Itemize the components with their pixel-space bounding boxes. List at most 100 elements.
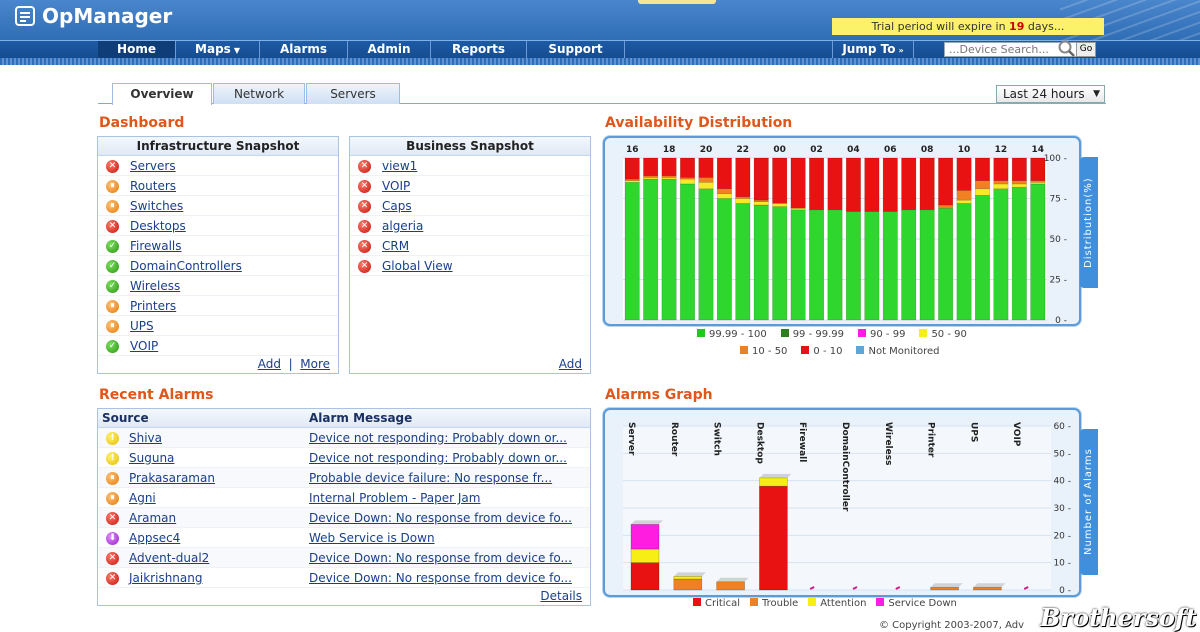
business-item-link[interactable]: VOIP (382, 179, 411, 193)
bar-segment (772, 203, 788, 207)
business-item-link[interactable]: Caps (382, 199, 412, 213)
nav-admin[interactable]: Admin (348, 41, 431, 58)
alarm-message-link[interactable]: Internal Problem - Paper Jam (309, 491, 481, 505)
tab-network[interactable]: Network (213, 83, 305, 104)
legend-label: 50 - 90 (931, 329, 967, 340)
search-icon[interactable] (1057, 39, 1077, 59)
nav-alarms[interactable]: Alarms (260, 41, 348, 58)
business-item-link[interactable]: view1 (382, 159, 418, 173)
x-tick-label: VOIP (1011, 422, 1021, 447)
alarm-message-link[interactable]: Device not responding: Probably down or.… (309, 451, 567, 465)
app-header: OpManager Trial period will expire in 19… (0, 0, 1200, 40)
severity-red-icon: ✕ (106, 552, 119, 565)
user-box (638, 0, 716, 4)
legend-entry: Critical (693, 598, 740, 609)
bar-segment (1030, 183, 1046, 321)
bar-segment (772, 206, 788, 321)
bar-segment (624, 157, 640, 180)
legend-entry: 99.99 - 100 (697, 329, 767, 340)
bar-segment (1030, 157, 1046, 181)
zero-marker (1023, 586, 1029, 590)
bar-top (973, 583, 1006, 588)
infra-item-link[interactable]: Firewalls (130, 239, 182, 253)
business-snapshot-title: Business Snapshot (350, 137, 590, 156)
alarm-message-link[interactable]: Device Down: No response from device fo.… (309, 511, 572, 525)
bar-segment (864, 157, 880, 212)
alarm-message-link[interactable]: Device not responding: Probably down or.… (309, 431, 567, 445)
alarm-source-link[interactable]: Prakasaraman (129, 471, 215, 485)
legend-label: 90 - 99 (870, 329, 906, 340)
alarm-source-link[interactable]: Agni (129, 491, 156, 505)
bar-segment (698, 188, 714, 321)
bar-segment (772, 157, 788, 204)
business-add-link[interactable]: Add (558, 357, 582, 371)
nav-reports[interactable]: Reports (431, 41, 527, 58)
infra-more-link[interactable]: More (300, 357, 330, 371)
severity-orange-icon: ⏸ (106, 492, 119, 505)
infra-item-link[interactable]: VOIP (130, 339, 159, 353)
infra-item-link[interactable]: Routers (130, 179, 177, 193)
legend-entry: Trouble (749, 598, 798, 609)
status-green-icon: ✓ (106, 260, 119, 273)
jump-to-label: Jump To (842, 42, 896, 56)
alarm-message-link[interactable]: Device Down: No response from device fo.… (309, 551, 572, 565)
status-orange-icon: ⏸ (106, 320, 119, 333)
business-list: ✕ view1 ✕ VOIP ✕ Caps ✕ algeria ✕ CRM ✕ Global View (350, 156, 590, 276)
alarm-source-link[interactable]: Jaikrishnang (129, 571, 203, 585)
list-item: ✕ VOIP (350, 176, 590, 196)
status-red-icon: ✕ (358, 160, 371, 173)
nav-maps[interactable]: Maps ▼ (176, 41, 260, 58)
time-range-select[interactable]: Last 24 hours ▼ (996, 85, 1105, 103)
availability-chart-box: 0 - 25 - 50 - 75 - 100 - 16 18 20 22 00 02 04 06 08 10… (603, 136, 1081, 326)
business-item-link[interactable]: algeria (382, 219, 424, 233)
bar-segment (716, 581, 745, 591)
device-search-input[interactable]: ...Device Search... (944, 42, 1096, 57)
nav-home[interactable]: Home (98, 41, 176, 58)
infra-item-link[interactable]: UPS (130, 319, 154, 333)
y-tick-label: 30 - (1053, 504, 1071, 514)
availability-title: Availability Distribution (605, 115, 793, 131)
bar-top (930, 583, 963, 588)
go-button[interactable]: Go (1076, 42, 1096, 57)
infra-add-link[interactable]: Add (257, 357, 281, 371)
nav-jump-to[interactable]: Jump To» (832, 41, 914, 58)
business-item-link[interactable]: Global View (382, 259, 453, 273)
infra-item-link[interactable]: DomainControllers (130, 259, 242, 273)
infra-item-link[interactable]: Printers (130, 299, 177, 313)
trial-banner: Trial period will expire in 19 days... (832, 18, 1104, 35)
alarm-message-link[interactable]: Probable device failure: No response fr.… (309, 471, 553, 485)
infra-item-link[interactable]: Desktops (130, 219, 186, 233)
alarm-source-link[interactable]: Appsec4 (129, 531, 181, 545)
app-logo[interactable]: OpManager (14, 4, 172, 28)
alarms-chart-box: 0 - 10 - 20 - 30 - 40 - 50 - 60 - Server Router S… (603, 408, 1081, 597)
chevron-down-icon: ▼ (1093, 89, 1100, 99)
legend-entry: 99 - 99.99 (780, 329, 844, 340)
alarm-message-link[interactable]: Web Service is Down (309, 531, 435, 545)
alarm-message-link[interactable]: Device Down: No response from device fo.… (309, 571, 572, 585)
legend-label: 10 - 50 (752, 346, 788, 357)
tab-overview[interactable]: Overview (112, 83, 212, 105)
y-tick-label: 0 - (1055, 316, 1067, 324)
infra-item-link[interactable]: Wireless (130, 279, 181, 293)
table-row: ⏸ Agni Internal Problem - Paper Jam (98, 488, 590, 508)
table-row: ! Suguna Device not responding: Probably d… (98, 448, 590, 468)
infra-item-link[interactable]: Servers (130, 159, 176, 173)
view-tabs: Overview Network Servers (98, 83, 1106, 105)
y-tick-label: 100 - (1044, 154, 1067, 164)
alarm-source-link[interactable]: Suguna (129, 451, 175, 465)
nav-support[interactable]: Support (527, 41, 625, 58)
alarm-source-link[interactable]: Araman (129, 511, 177, 525)
infra-item-link[interactable]: Switches (130, 199, 184, 213)
alarm-source-link[interactable]: Shiva (129, 431, 163, 445)
col-alarm-message: Alarm Message (309, 411, 413, 425)
list-item: ⏸ UPS (98, 316, 338, 336)
alarm-source-link[interactable]: Advent-dual2 (129, 551, 210, 565)
business-item-link[interactable]: CRM (382, 239, 410, 253)
tab-servers[interactable]: Servers (306, 83, 400, 104)
tab-servers-label: Servers (330, 87, 376, 101)
details-link[interactable]: Details (540, 589, 582, 603)
bar-segment (735, 203, 751, 321)
status-orange-icon: ⏸ (106, 180, 119, 193)
watermark: Brothersoft (1040, 603, 1197, 632)
bar-segment (845, 157, 861, 212)
